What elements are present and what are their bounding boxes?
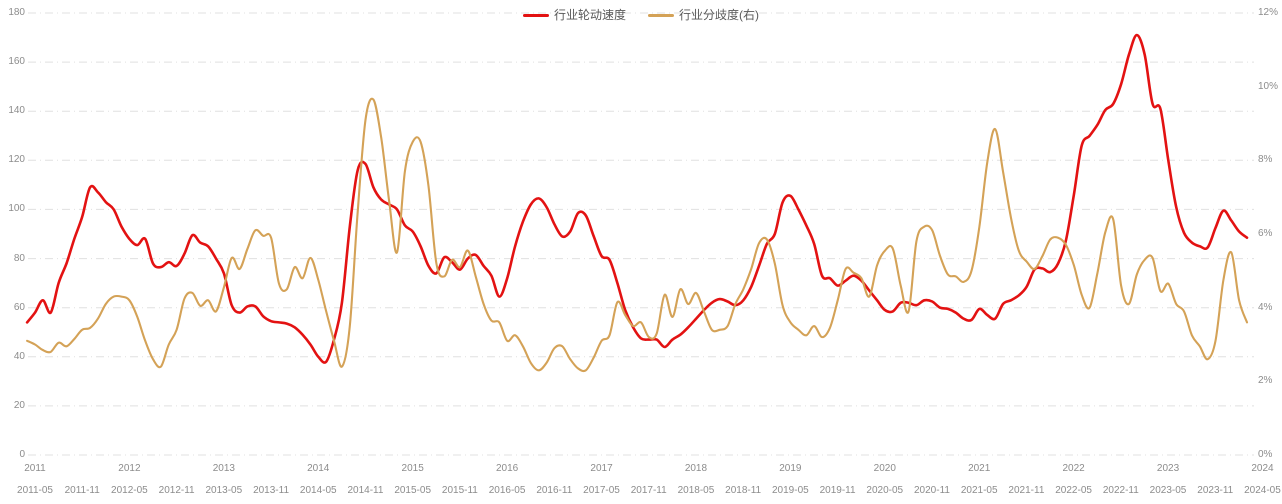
legend-line-swatch-rotation-speed: [522, 13, 549, 17]
legend-item-rotation-speed[interactable]: 行业轮动速度: [522, 8, 626, 22]
divergence-line: [26, 97, 1249, 373]
x-axis-month-label: 2016-11: [536, 485, 573, 496]
x-axis-month-label: 2016-05: [488, 485, 526, 496]
y-axis-left-tick-label: 0: [19, 449, 25, 460]
x-axis-year-label: 2012: [118, 463, 141, 474]
x-axis-month-label: 2023-11: [1197, 485, 1234, 496]
x-axis-month-label: 2012-05: [111, 485, 148, 496]
legend-line-swatch-divergence: [648, 13, 674, 17]
x-axis-year-label: 2019: [779, 463, 802, 474]
legend: 行业轮动速度 行业分歧度(右): [0, 8, 1282, 22]
x-axis-month-label: 2014-05: [299, 485, 337, 496]
x-axis-year-label: 2016: [495, 463, 519, 474]
y-axis-left-tick-label: 160: [8, 56, 25, 68]
x-axis-month-label: 2022-11: [1102, 485, 1139, 496]
y-axis-left-tick-label: 140: [8, 105, 25, 117]
x-axis-month-label: 2020-05: [866, 485, 904, 496]
x-axis-year-label: 2024: [1251, 463, 1274, 474]
y-axis-right-tick-label: 12%: [1258, 7, 1279, 18]
x-axis-year-label: 2015: [401, 463, 424, 474]
legend-label-divergence: 行业分歧度(右): [679, 8, 759, 22]
y-axis-left-tick-label: 120: [8, 154, 25, 166]
x-axis-year-label: 2018: [684, 463, 708, 474]
y-axis-right-tick-label: 0%: [1258, 449, 1273, 460]
x-axis-month-label: 2018-05: [677, 485, 715, 496]
x-axis-month-label: 2023-05: [1149, 485, 1187, 496]
y-axis-right-tick-label: 8%: [1258, 154, 1273, 166]
x-axis-month-label: 2013-11: [253, 485, 290, 496]
y-axis-right-tick-label: 4%: [1258, 301, 1273, 313]
x-axis-month-label: 2012-11: [158, 485, 195, 496]
x-axis-month-label: 2022-05: [1055, 485, 1092, 496]
rotation-speed-line: [25, 33, 1249, 364]
x-axis-year-label: 2017: [590, 463, 613, 474]
y-axis-right-tick-label: 2%: [1258, 375, 1273, 387]
y-axis-left-tick-label: 60: [13, 301, 25, 313]
x-axis-month-label: 2018-11: [725, 485, 762, 496]
x-axis-month-label: 2021-05: [960, 485, 998, 496]
x-axis-year-label: 2020: [873, 463, 896, 474]
x-axis-month-label: 2017-11: [630, 485, 667, 496]
y-axis-left-tick-label: 180: [8, 7, 25, 18]
y-axis-left-tick-label: 100: [8, 203, 25, 215]
x-axis-year-label: 2023: [1156, 463, 1180, 474]
x-axis-month-label: 2024-05: [1244, 485, 1281, 496]
y-axis-right-tick-label: 6%: [1258, 228, 1273, 239]
x-axis-year-label: 2013: [212, 463, 235, 474]
x-axis-year-label: 2011: [24, 463, 46, 474]
x-axis-month-label: 2017-05: [583, 485, 620, 496]
x-axis-month-label: 2015-11: [441, 485, 478, 496]
legend-label-rotation-speed: 行业轮动速度: [553, 8, 626, 22]
legend-item-divergence[interactable]: 行业分歧度(右): [648, 8, 759, 22]
x-axis-month-label: 2014-11: [347, 485, 384, 496]
y-axis-left-tick-label: 80: [13, 252, 25, 264]
y-axis-left-tick-label: 40: [13, 350, 25, 362]
x-axis-month-label: 2019-05: [772, 485, 809, 496]
x-axis-month-label: 2011-11: [64, 485, 100, 496]
x-axis-month-label: 2011-05: [17, 485, 53, 496]
y-axis-left-tick-label: 20: [13, 399, 25, 411]
x-axis-month-label: 2015-05: [394, 485, 432, 496]
y-axis-right-tick-label: 10%: [1258, 80, 1279, 92]
x-axis-month-label: 2020-11: [914, 485, 950, 496]
x-axis-year-label: 2021: [968, 463, 991, 474]
x-axis-month-label: 2021-11: [1008, 485, 1045, 496]
x-axis-year-label: 2014: [307, 463, 330, 474]
x-axis-year-label: 2022: [1062, 463, 1085, 474]
x-axis-month-label: 2019-11: [819, 485, 856, 496]
x-axis-month-label: 2013-05: [205, 485, 243, 496]
